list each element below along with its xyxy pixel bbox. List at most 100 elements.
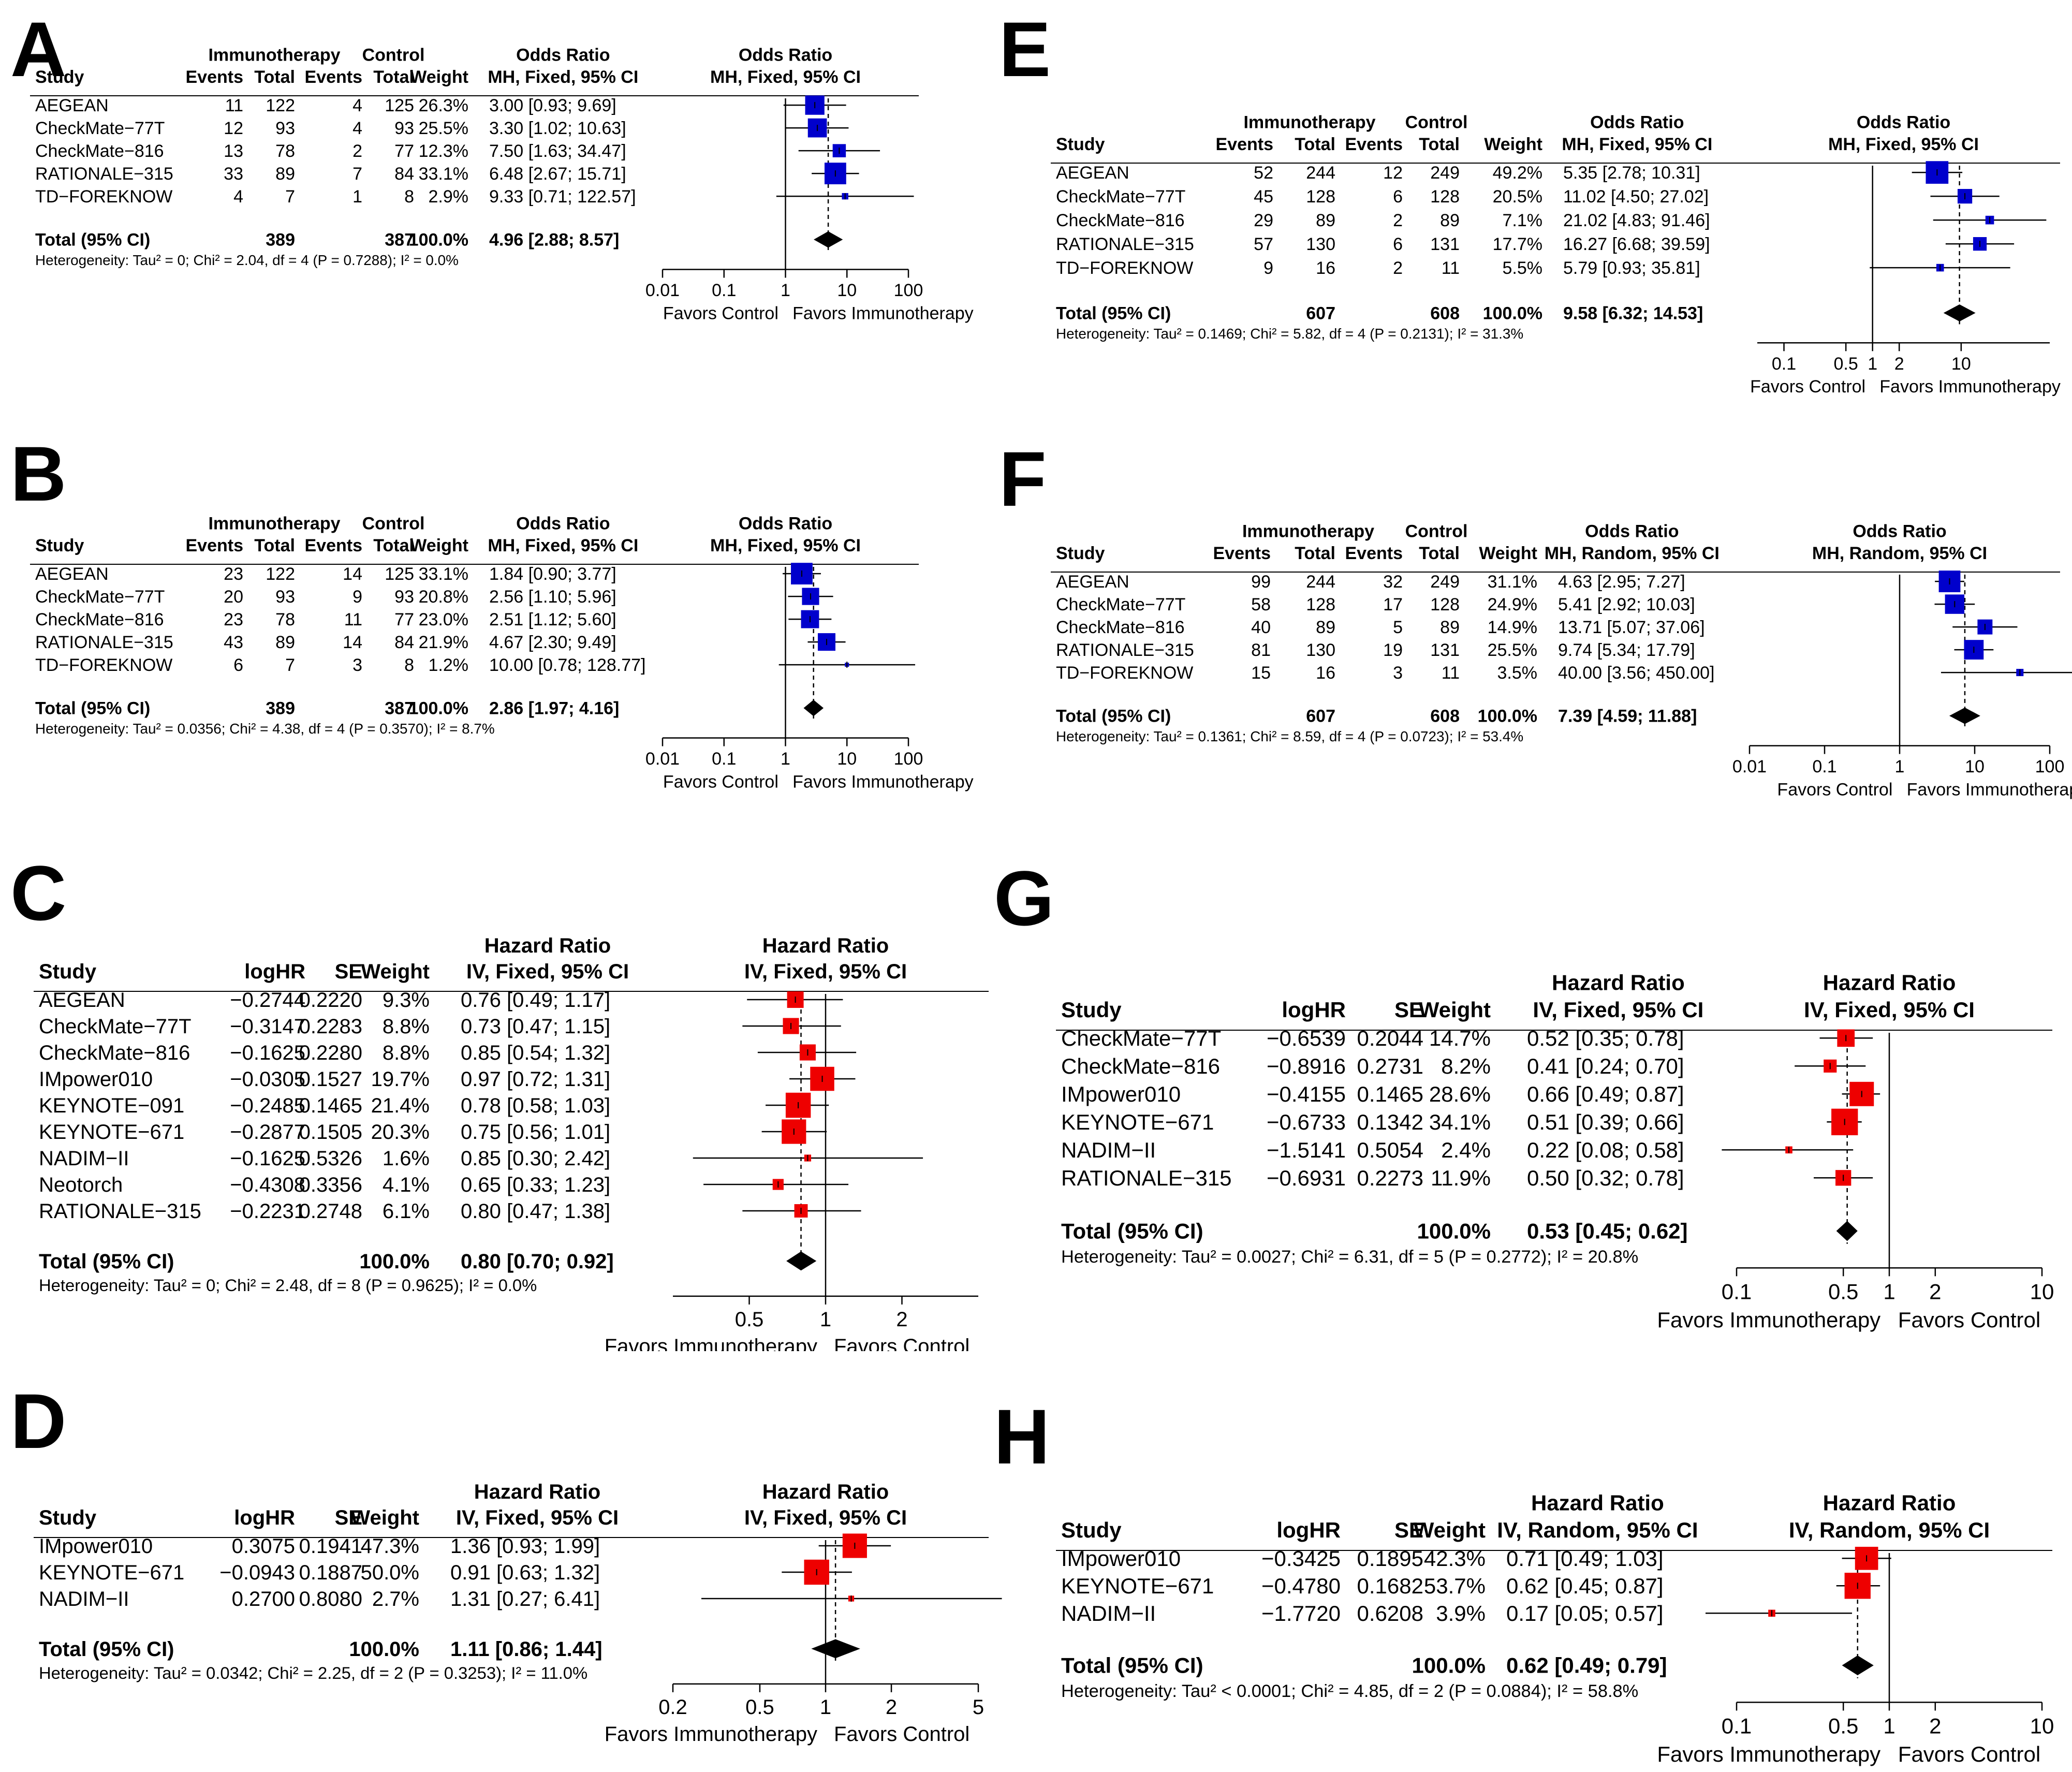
pooled-diamond: [786, 1251, 817, 1271]
events-immunotherapy: 99: [1251, 572, 1271, 592]
events-control: 14: [343, 564, 362, 584]
total-label: Total (95% CI): [39, 1638, 174, 1661]
weight-value: 6.1%: [383, 1200, 430, 1223]
effect-ci-text: 0.78 [0.58; 1.03]: [461, 1094, 610, 1117]
effect-ci-text: 7.50 [1.63; 34.47]: [489, 141, 626, 161]
events-immunotherapy: 4: [233, 187, 243, 207]
weight-value: 14.7%: [1429, 1026, 1491, 1050]
header-plot-method: IV, Fixed, 95% CI: [744, 960, 907, 983]
heterogeneity-text: Heterogeneity: Tau² = 0.0342; Chi² = 2.2…: [39, 1663, 587, 1682]
weight-value: 9.3%: [383, 989, 430, 1012]
total-weight: 100.0%: [1478, 707, 1537, 726]
events-control: 5: [1393, 618, 1403, 637]
events-control: 17: [1383, 595, 1403, 614]
events-control: 4: [352, 119, 362, 138]
header-study: Study: [1056, 135, 1105, 154]
favors-right-label: Favors Immunotherapy: [1907, 780, 2072, 799]
header-events-2: Events: [1345, 135, 1403, 154]
weight-value: 25.5%: [419, 119, 468, 138]
total-label: Total (95% CI): [35, 699, 150, 719]
events-immunotherapy: 6: [233, 655, 243, 675]
total-control: 125: [385, 564, 414, 584]
x-axis: 0.2 0.5 1 2 5: [658, 1683, 984, 1719]
heterogeneity-text: Heterogeneity: Tau² = 0; Chi² = 2.48, df…: [39, 1276, 537, 1295]
se-value: 0.1527: [299, 1068, 362, 1091]
heterogeneity-text: Heterogeneity: Tau² = 0; Chi² = 2.04, df…: [35, 252, 459, 268]
total-immunotherapy: 89: [1316, 211, 1335, 230]
events-immunotherapy: 15: [1251, 663, 1271, 683]
forest-panel-f: Immunotherapy Control Study Events Total Even…: [1051, 522, 2072, 799]
study-name: IMpower010: [39, 1068, 153, 1091]
panel-label-c: C: [10, 850, 67, 936]
header-plot-method: MH, Random, 95% CI: [1812, 544, 1987, 563]
header-events-1: Events: [1216, 135, 1274, 154]
events-immunotherapy: 11: [225, 96, 243, 115]
pooled-diamond: [803, 699, 824, 716]
weight-value: 7.1%: [1503, 211, 1543, 230]
x-tick-label: 10: [2030, 1279, 2054, 1304]
x-tick-label: 0.01: [645, 749, 680, 769]
loghr-value: −0.0305: [230, 1068, 305, 1091]
study-name: CheckMate−816: [1056, 618, 1185, 637]
x-tick-label: 10: [2030, 1714, 2054, 1738]
header-study: Study: [35, 536, 84, 555]
effect-ci-text: 0.17 [0.05; 0.57]: [1506, 1601, 1664, 1625]
study-name: IMpower010: [39, 1535, 153, 1558]
total-control: 11: [1442, 258, 1460, 278]
study-name: CheckMate−816: [35, 141, 164, 161]
events-control: 2: [1393, 211, 1403, 230]
x-tick-label: 0.1: [1722, 1714, 1752, 1738]
events-control: 11: [344, 610, 362, 629]
effect-ci-text: 0.97 [0.72; 1.31]: [461, 1068, 610, 1091]
x-tick-label: 100: [894, 749, 923, 769]
header-method: MH, Fixed, 95% CI: [488, 67, 638, 87]
total-control: 128: [1430, 595, 1460, 614]
header-loghr: logHR: [1282, 998, 1346, 1022]
events-immunotherapy: 23: [224, 564, 243, 584]
study-name: AEGEAN: [1056, 572, 1129, 592]
effect-ci-text: 6.48 [2.67; 15.71]: [489, 164, 626, 184]
se-value: 0.3356: [299, 1174, 362, 1196]
study-name: AEGEAN: [35, 96, 109, 115]
weight-value: 31.1%: [1488, 572, 1537, 592]
header-plot-effect: Hazard Ratio: [1823, 1491, 1956, 1515]
header-group-immunotherapy: Immunotherapy: [1242, 522, 1374, 541]
loghr-value: −0.1625: [230, 1042, 305, 1064]
header-plot-method: MH, Fixed, 95% CI: [1828, 135, 1979, 154]
x-tick-label: 0.2: [658, 1696, 687, 1719]
effect-ci-text: 0.91 [0.63; 1.32]: [450, 1561, 600, 1584]
weight-value: 20.8%: [419, 587, 468, 607]
weight-value: 26.3%: [419, 96, 468, 115]
x-tick-label: 1: [1883, 1279, 1895, 1304]
favors-right-label: Favors Immunotherapy: [792, 303, 974, 323]
header-se: SE: [1394, 998, 1423, 1022]
weight-value: 28.6%: [1429, 1082, 1491, 1106]
total-n-control: 608: [1430, 303, 1460, 323]
header-group-immunotherapy: Immunotherapy: [208, 514, 340, 534]
weight-value: 19.7%: [371, 1068, 430, 1091]
effect-ci-text: 0.65 [0.33; 1.23]: [461, 1174, 610, 1196]
header-effect: Hazard Ratio: [474, 1481, 601, 1503]
header-plot-effect: Hazard Ratio: [762, 1481, 889, 1503]
total-immunotherapy: 122: [266, 564, 295, 584]
x-tick-label: 1: [820, 1308, 831, 1331]
total-immunotherapy: 7: [285, 655, 295, 675]
total-label: Total (95% CI): [39, 1250, 174, 1273]
events-immunotherapy: 20: [224, 587, 243, 607]
header-plot-method: IV, Fixed, 95% CI: [1804, 998, 1975, 1022]
se-value: 0.1342: [1357, 1110, 1423, 1134]
x-tick-label: 1: [781, 281, 790, 300]
weight-value: 3.9%: [1436, 1601, 1486, 1625]
total-immunotherapy: 93: [275, 119, 295, 138]
header-effect: Odds Ratio: [516, 46, 610, 65]
events-immunotherapy: 81: [1251, 640, 1271, 660]
x-tick-label: 10: [837, 281, 857, 300]
x-axis: 0.01 0.1 1 10 100: [645, 737, 923, 769]
weight-value: 12.3%: [419, 141, 468, 161]
study-name: IMpower010: [1061, 1546, 1181, 1571]
total-weight: 100.0%: [409, 699, 468, 719]
header-effect: Hazard Ratio: [1552, 971, 1685, 995]
x-axis: 0.5 1 2: [673, 1295, 978, 1331]
effect-ci-text: 0.66 [0.49; 0.87]: [1527, 1082, 1684, 1106]
